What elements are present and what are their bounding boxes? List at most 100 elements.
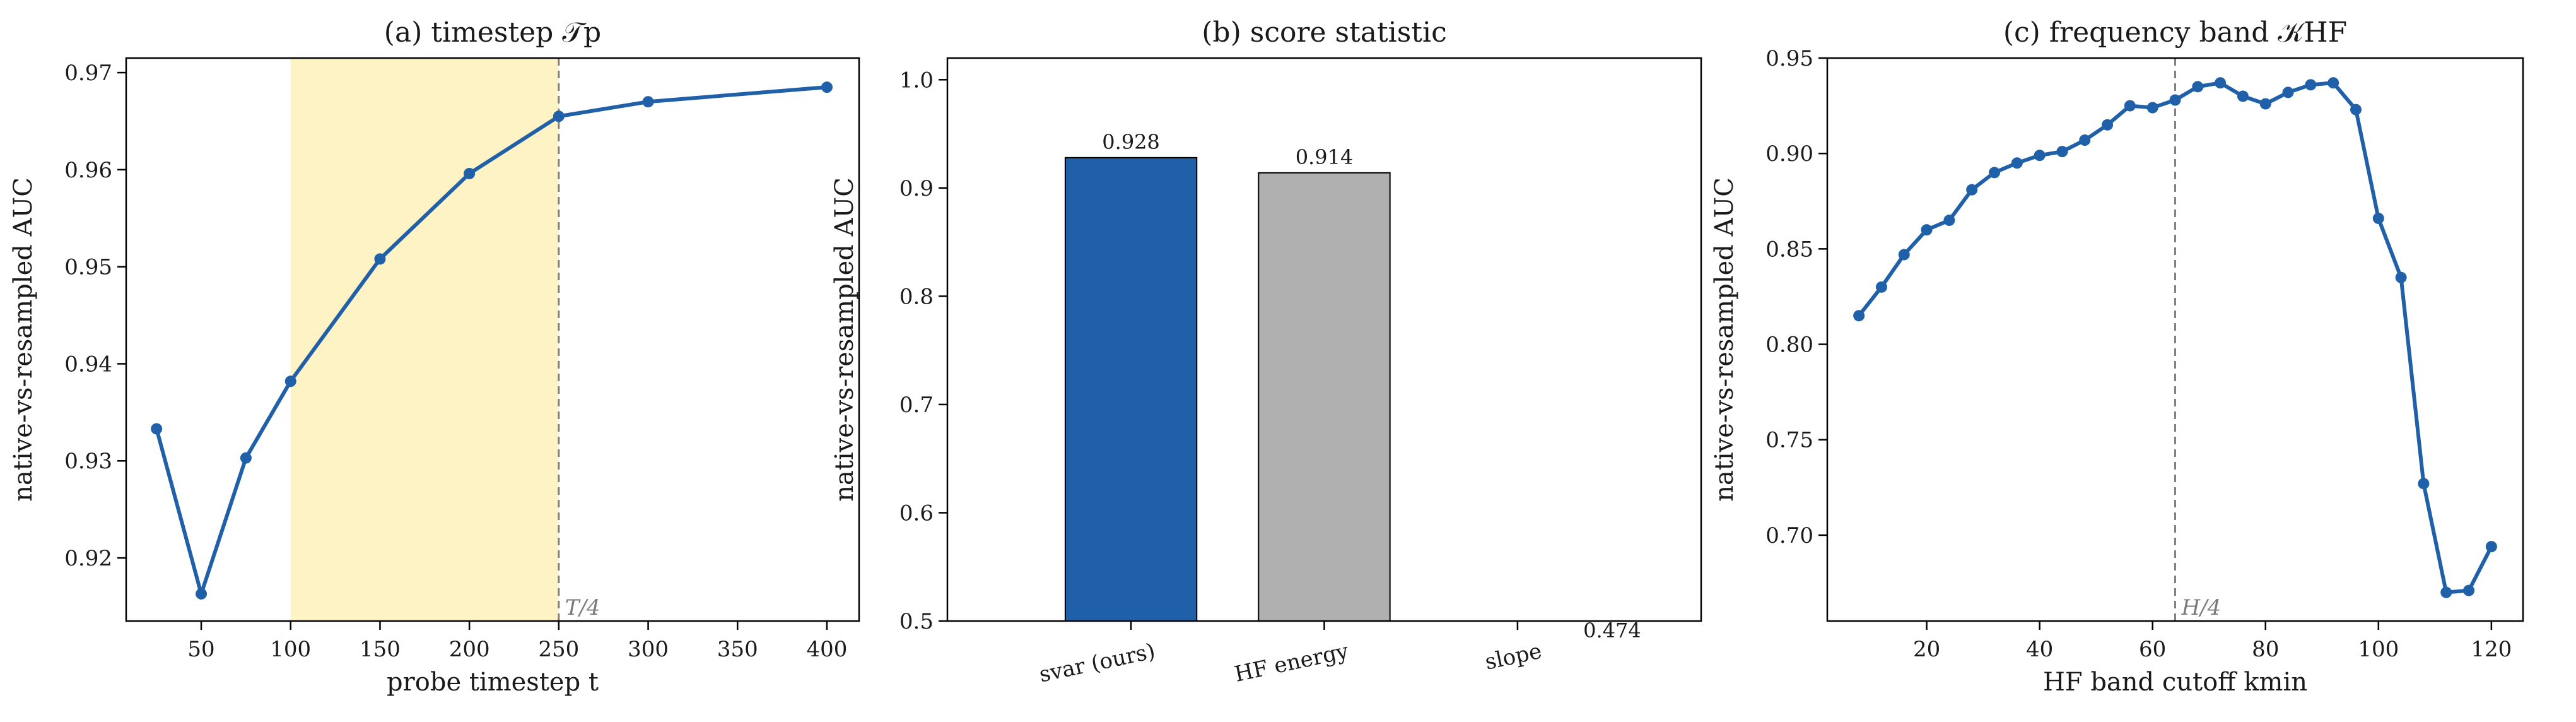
panel-a-ytick-label: 0.95 <box>64 255 112 280</box>
panel-b-title: (b) score statistic <box>1202 16 1446 49</box>
panel-c-data-point <box>2124 100 2136 112</box>
panel-a-ref-label: T/4 <box>565 595 600 620</box>
panel-a-data-point <box>284 376 296 388</box>
panel-a-xtick-label: 50 <box>187 637 214 662</box>
panel-a-yticks: 0.92 0.93 0.94 0.95 0.96 0.97 <box>64 61 126 571</box>
panel-a-ytick-label: 0.93 <box>64 449 112 474</box>
panel-b-ytick-label: 0.8 <box>899 284 934 309</box>
panel-a-xticks: 50 100 150 200 250 300 350 400 <box>187 621 847 662</box>
panel-b-xticks: svar (ours) HF energy slope <box>1037 621 1544 688</box>
panel-c-data-point <box>2056 146 2068 158</box>
panel-c-data-point <box>2237 90 2249 102</box>
panel-b-ytick-label: 0.7 <box>899 393 934 418</box>
panel-c-data-point <box>2169 94 2181 106</box>
panel-c-data-point <box>2350 104 2362 115</box>
panel-c-data-point <box>2102 119 2114 131</box>
panel-a-ytick-label: 0.96 <box>64 158 112 183</box>
panel-c-xtick-label: 120 <box>2471 637 2512 662</box>
panel-a-data-point <box>151 423 163 435</box>
panel-c-xtick-label: 60 <box>2139 637 2166 662</box>
panel-c-xticks: 20 40 60 80 100 120 <box>1913 621 2512 662</box>
panel-c: H/4 20 40 60 80 100 120 0.700.750.800.850.900… <box>1710 16 2524 697</box>
panel-c-data-point <box>2011 157 2023 169</box>
panel-a-frame <box>125 57 860 622</box>
panel-c-data-point <box>1989 167 2001 179</box>
panel-a-ytick-label: 0.92 <box>64 546 112 571</box>
panel-a-data-point <box>821 81 833 93</box>
panel-b-xtick-label: svar (ours) <box>1037 639 1157 688</box>
panel-b-xtick-label: HF energy <box>1232 639 1351 687</box>
panel-b-ytick-label: 0.9 <box>899 176 934 201</box>
panel-b-frame <box>946 57 1702 622</box>
panel-c-data-point <box>1943 215 1955 227</box>
panel-c-data-point <box>2305 79 2317 91</box>
panel-c-data-point <box>1898 249 1910 261</box>
panel-c-data-point <box>1853 310 1865 322</box>
panel-b-bar <box>1064 157 1198 622</box>
panel-c-data-point <box>2215 77 2227 89</box>
panel-b-ytick-label: 0.5 <box>899 609 934 634</box>
panel-c-xlabel: HF band cutoff kmin <box>2043 668 2307 697</box>
panel-a-xtick-label: 300 <box>628 637 669 662</box>
panel-c-data-point <box>2327 77 2339 89</box>
panel-c-data-point <box>1966 184 1978 196</box>
panel-c-yticks: 0.70 0.75 0.80 0.85 0.90 0.95 <box>1765 46 1827 548</box>
panel-c-data-point <box>2395 271 2407 283</box>
panel-c-data-point <box>1875 281 1887 293</box>
panel-a-ytick-label: 0.97 <box>64 61 112 86</box>
panel-c-data-point <box>2146 102 2158 114</box>
panel-c-data-point <box>2485 541 2497 553</box>
panel-b-bars <box>1064 157 1391 622</box>
panel-b-ytick-label: 0.6 <box>899 500 934 526</box>
panel-a: T/4 50 100 150 200 250 300 350 400 0.92 0.93 0.94… <box>9 16 860 697</box>
panel-c-data-point <box>2463 584 2475 596</box>
panel-c-ytick-label: 0.75 <box>1765 428 1813 453</box>
panel-c-data-point <box>2079 134 2091 146</box>
panel-a-ytick-label: 0.94 <box>64 352 112 377</box>
panel-a-xtick-label: 200 <box>449 637 490 662</box>
panel-c-ytick-label: 0.80 <box>1765 333 1813 358</box>
panel-a-title-text: (a) timestep 𝒯p <box>384 16 601 49</box>
panel-c-xtick-label: 80 <box>2252 637 2279 662</box>
panel-a-points <box>151 81 833 600</box>
panel-b-ytick-label: 1.0 <box>899 68 934 93</box>
panel-c-ylabel: native-vs-resampled AUC <box>1710 177 1739 502</box>
panel-b-data-label: 0.928 <box>1102 130 1160 154</box>
panel-c-data-point <box>2259 98 2271 110</box>
panel-c-ytick-label: 0.70 <box>1765 523 1813 548</box>
panel-c-xtick-label: 20 <box>1913 637 1940 662</box>
panel-c-data-point <box>2372 212 2384 224</box>
panel-a-xtick-label: 250 <box>538 637 579 662</box>
panel-c-data-point <box>2440 586 2452 598</box>
panel-c-ytick-label: 0.90 <box>1765 141 1813 167</box>
panel-c-data-point <box>2034 150 2046 162</box>
panel-b-data-labels: 0.928 0.914 0.474 <box>1102 130 1641 642</box>
panel-c-data-point <box>2418 478 2430 490</box>
panel-c-ref-label: H/4 <box>2181 595 2222 620</box>
panel-b-ylabel: native-vs-resampled AUC <box>830 177 859 502</box>
panel-a-ylabel: native-vs-resampled AUC <box>9 177 38 502</box>
panel-c-ytick-label: 0.95 <box>1765 46 1813 71</box>
panel-b-yticks: 0.5 0.6 0.7 0.8 0.9 1.0 <box>899 68 947 634</box>
panel-a-data-point <box>464 168 476 180</box>
panel-a-data-point <box>374 253 386 265</box>
panel-c-xtick-label: 100 <box>2358 637 2399 662</box>
panel-a-shaded-span <box>290 58 559 621</box>
panel-a-data-point <box>553 110 565 122</box>
panel-a-xtick-label: 350 <box>717 637 758 662</box>
panel-a-data-point <box>240 452 252 464</box>
panel-c-data-point <box>1921 224 1933 236</box>
panel-c-ytick-label: 0.85 <box>1765 237 1813 262</box>
panel-c-xtick-label: 40 <box>2026 637 2053 662</box>
panel-b-data-label: 0.914 <box>1296 145 1354 169</box>
panel-a-xtick-label: 150 <box>360 637 401 662</box>
panel-c-points <box>1853 77 2497 598</box>
panel-c-data-point <box>2282 86 2294 98</box>
panel-a-xtick-label: 100 <box>270 637 311 662</box>
panel-a-title: (a) timestep 𝒯p <box>384 16 601 49</box>
panel-b: 0.928 0.914 0.474 svar (ours) HF energy slop… <box>830 16 1702 688</box>
panel-a-xlabel: probe timestep t <box>387 668 599 697</box>
panel-a-data-point <box>642 96 654 108</box>
panel-b-data-label: 0.474 <box>1583 618 1641 642</box>
